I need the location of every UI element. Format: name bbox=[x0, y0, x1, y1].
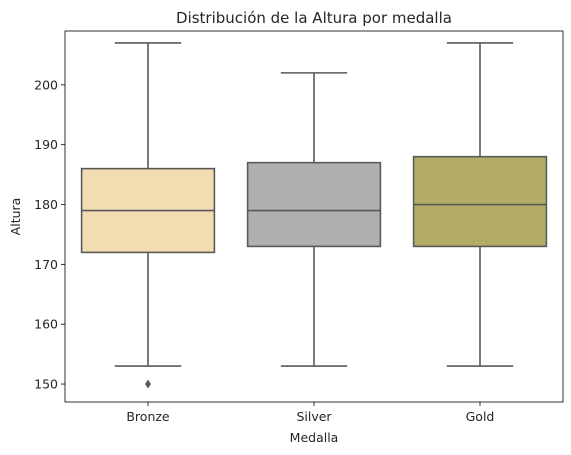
box-silver bbox=[246, 72, 382, 367]
iqr-box bbox=[412, 155, 548, 248]
x-axis-label: Medalla bbox=[290, 430, 339, 445]
y-tick-label: 170 bbox=[34, 257, 58, 272]
outlier-point bbox=[145, 379, 151, 389]
chart-title: Distribución de la Altura por medalla bbox=[176, 9, 452, 27]
y-tick-label: 160 bbox=[34, 317, 58, 332]
box-bronze bbox=[80, 42, 216, 389]
y-axis: 150 160 170 180 190 200 bbox=[34, 77, 65, 392]
box-gold bbox=[412, 42, 548, 367]
iqr-box bbox=[246, 161, 382, 248]
y-axis-label: Altura bbox=[8, 198, 23, 236]
x-tick-label: Silver bbox=[296, 409, 332, 424]
box-series bbox=[80, 42, 548, 389]
x-axis: Bronze Silver Gold bbox=[126, 402, 494, 424]
x-tick-label: Bronze bbox=[126, 409, 170, 424]
y-tick-label: 180 bbox=[34, 197, 58, 212]
y-tick-label: 190 bbox=[34, 137, 58, 152]
y-tick-label: 200 bbox=[34, 77, 58, 92]
y-tick-label: 150 bbox=[34, 377, 58, 392]
x-tick-label: Gold bbox=[466, 409, 495, 424]
